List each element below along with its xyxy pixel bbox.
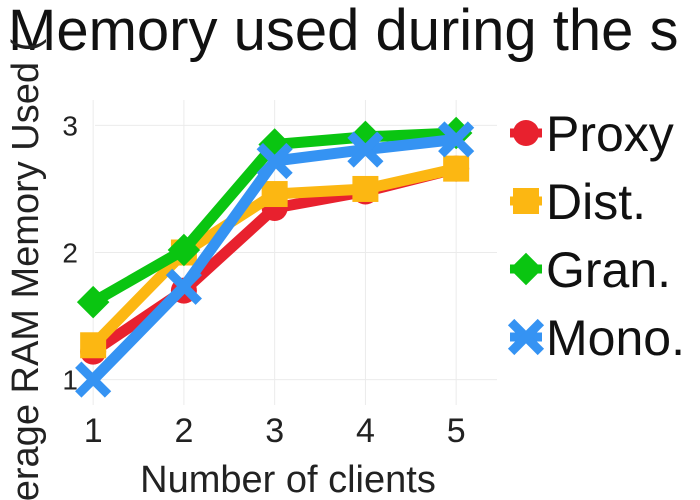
x-axis-title: Number of clients — [140, 459, 436, 500]
data-point-dist — [261, 181, 288, 208]
legend-item-dist: Dist. — [510, 174, 646, 230]
chart-title: Memory used during the s — [8, 0, 679, 63]
legend-item-mono: Mono. — [507, 310, 685, 366]
legend-item-proxy: Proxy — [510, 106, 674, 162]
legend-marker — [509, 252, 543, 286]
legend: Proxy Dist. Gran. Mono. — [507, 106, 685, 366]
x-tick-label: 3 — [265, 412, 284, 450]
y-axis-title: erage RAM Memory Used ( — [5, 38, 47, 500]
data-point-dist — [80, 332, 107, 359]
legend-marker — [513, 120, 539, 146]
x-tick-label: 5 — [447, 412, 466, 450]
legend-label: Dist. — [546, 174, 646, 230]
legend-label: Gran. — [546, 242, 671, 298]
legend-item-gran: Gran. — [509, 242, 671, 298]
y-tick-label: 1 — [62, 365, 78, 396]
data-point-mono — [347, 131, 384, 168]
y-tick-label: 2 — [62, 238, 78, 269]
legend-marker — [507, 318, 545, 356]
data-point-dist — [352, 175, 379, 202]
data-point-mono — [165, 268, 202, 305]
data-point-gran — [76, 285, 110, 319]
series-mono — [75, 121, 475, 398]
data-point-mono — [75, 361, 112, 398]
data-point-mono — [438, 121, 475, 158]
x-tick-label: 1 — [84, 412, 103, 450]
legend-label: Mono. — [546, 310, 685, 366]
data-point-gran — [167, 233, 201, 267]
data-point-dist — [443, 155, 470, 182]
series-layer — [75, 116, 475, 398]
legend-marker — [513, 188, 539, 214]
data-point-mono — [256, 142, 293, 180]
y-tick-labels: 1 2 3 — [62, 110, 78, 395]
x-tick-label: 2 — [174, 412, 193, 450]
x-tick-labels: 1 2 3 4 5 — [84, 412, 466, 450]
y-tick-label: 3 — [62, 110, 78, 141]
legend-label: Proxy — [546, 106, 674, 162]
x-tick-label: 4 — [356, 412, 375, 450]
